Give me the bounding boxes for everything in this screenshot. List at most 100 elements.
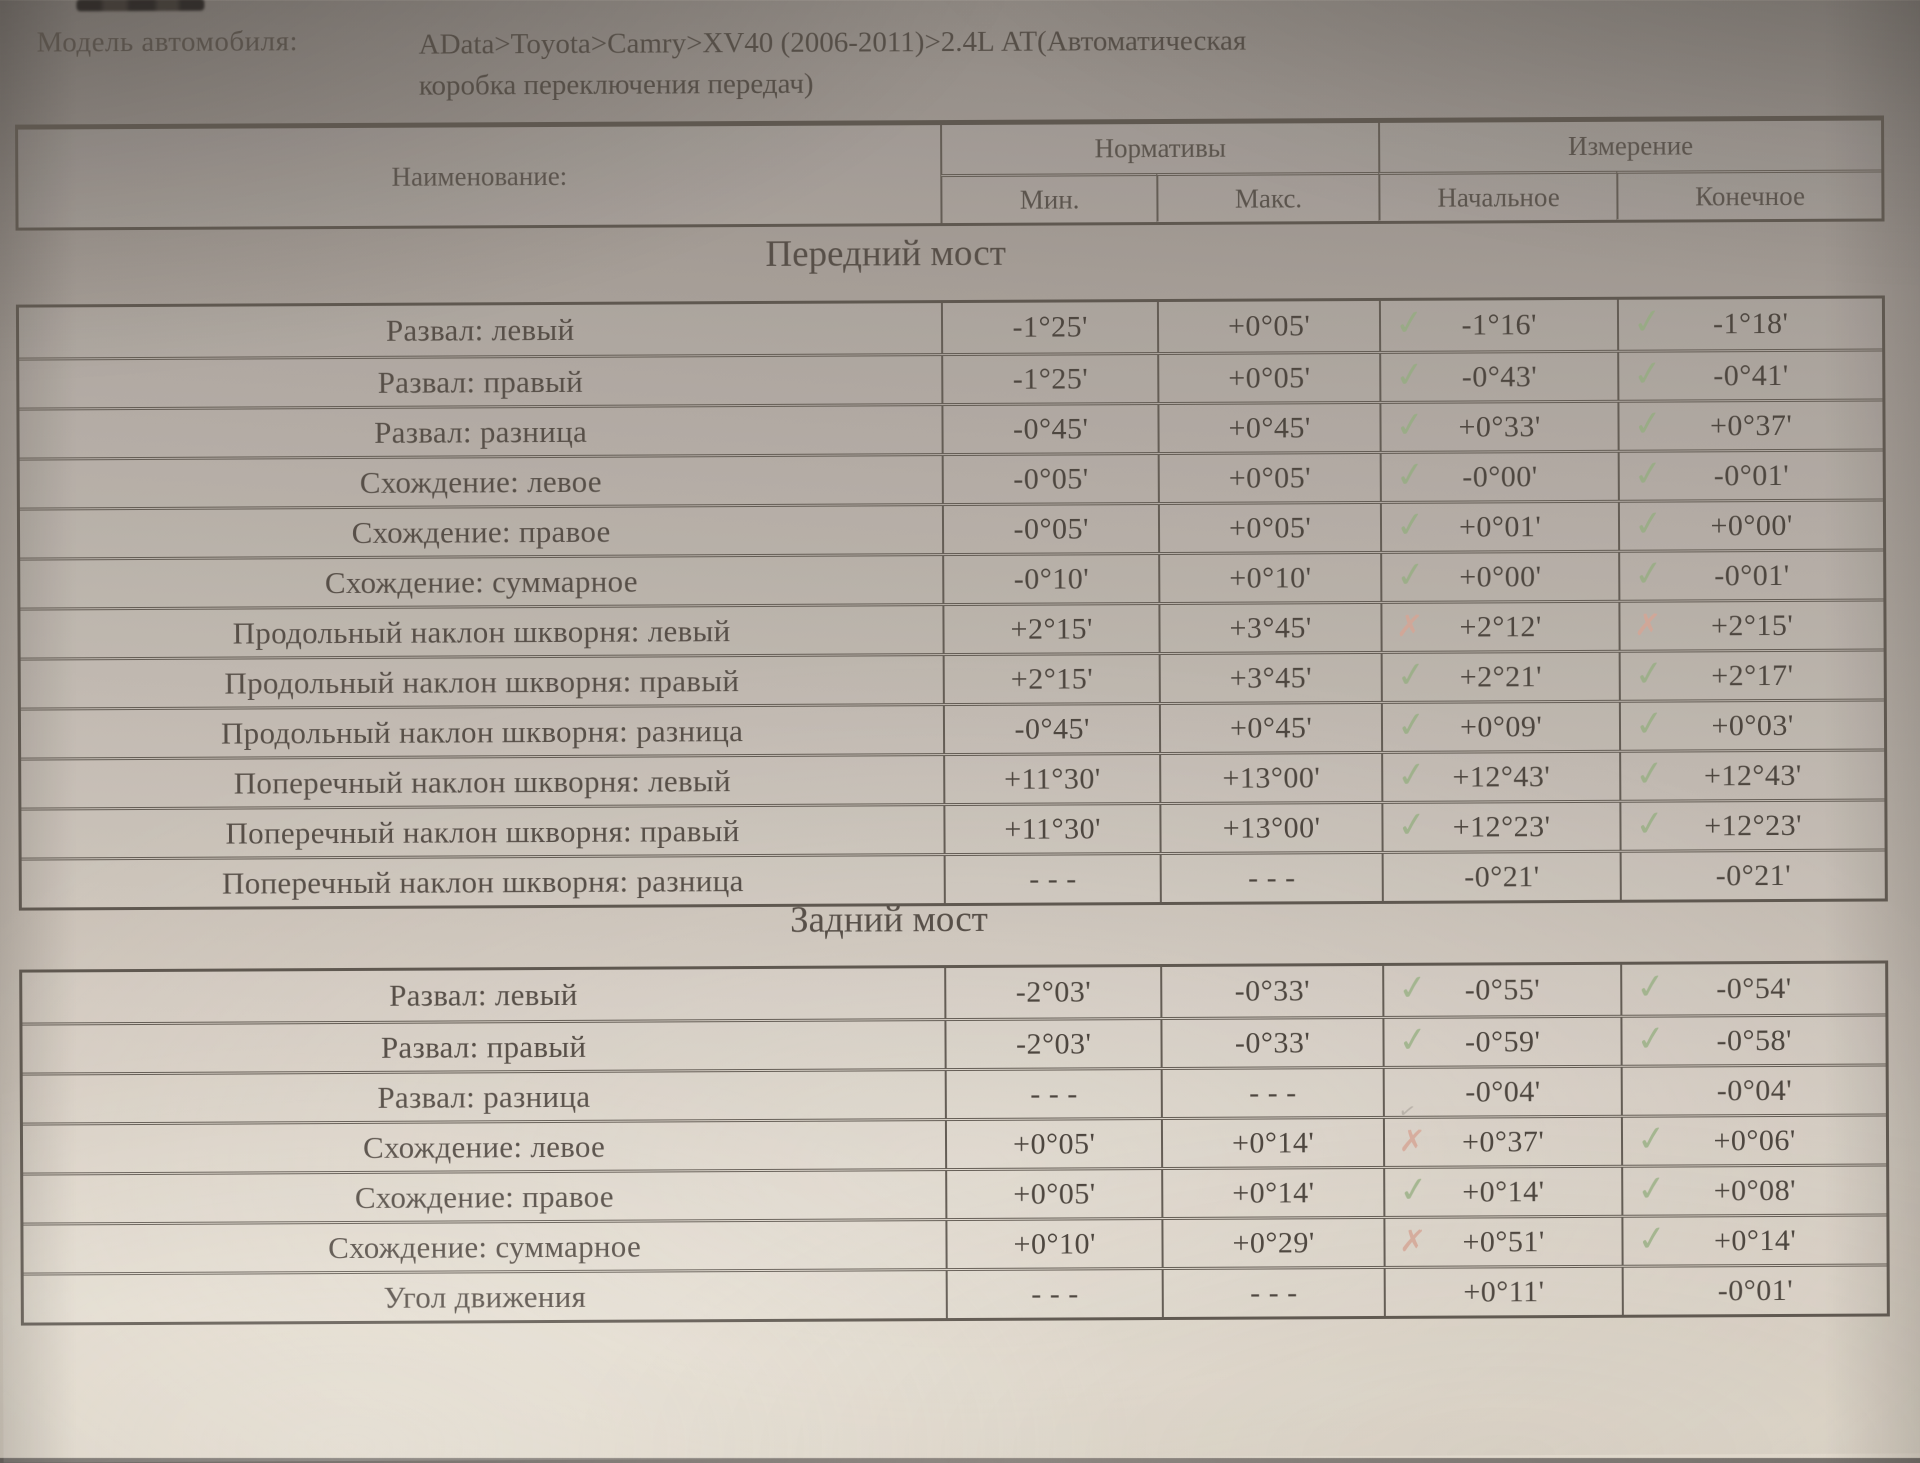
final-value: ✓ -0°01' xyxy=(1618,551,1884,600)
row-name-value: Схождение: правое xyxy=(354,1178,614,1215)
final-value-value: +2°15' xyxy=(1710,608,1794,642)
min-value-value: -0°45' xyxy=(1014,711,1091,746)
max-value-value: +0°14' xyxy=(1232,1175,1315,1210)
max-value-value: +3°45' xyxy=(1229,610,1312,645)
check-mark-icon: ✓ xyxy=(1635,1167,1670,1211)
model-value-line1: AData>Toyota>Camry>XV40 (2006-2011)>2.4L… xyxy=(418,24,1247,61)
row-name-value: Угол движения xyxy=(383,1278,587,1315)
check-mark-icon: ✓ xyxy=(1633,702,1668,746)
initial-value-value: +0°14' xyxy=(1462,1174,1545,1209)
min-value-value: - - - xyxy=(1029,861,1077,896)
table-row: Развал: разница -0°45' +0°45' ✓ +0°33' ✓ +0°37… xyxy=(19,398,1883,458)
min-value: +0°05' xyxy=(945,1120,1162,1169)
min-value: -0°45' xyxy=(941,405,1158,454)
row-name: Продольный наклон шкворня: правый xyxy=(21,656,943,708)
final-value-value: -0°58' xyxy=(1716,1023,1792,1057)
final-value-value: +2°17' xyxy=(1711,658,1794,692)
min-value: +0°10' xyxy=(945,1220,1162,1269)
max-value-value: - - - xyxy=(1250,1275,1298,1310)
check-mark-icon: ✓ xyxy=(1393,353,1428,397)
row-name: Продольный наклон шкворня: левый xyxy=(20,606,942,658)
row-name-value: Поперечный наклон шкворня: правый xyxy=(225,812,740,851)
final-value: ✓ -0°41' xyxy=(1617,351,1883,400)
row-name-value: Схождение: правое xyxy=(351,513,611,550)
initial-value: ✗ +0°51' xyxy=(1383,1217,1623,1266)
final-value: ✓ +0°00' xyxy=(1618,501,1884,550)
min-value-value: +0°10' xyxy=(1013,1226,1096,1261)
min-value: -0°05' xyxy=(941,455,1159,504)
check-mark-icon: ✓ xyxy=(1631,300,1666,344)
min-value-value: -0°10' xyxy=(1013,561,1090,596)
max-value-value: -0°33' xyxy=(1234,974,1311,1008)
front-axle-table: Развал: левый -1°25' +0°05' ✓ -1°16' ✓ -1°18' Р… xyxy=(15,295,1888,911)
min-value-value: -0°45' xyxy=(1012,411,1089,446)
initial-value: ✓ -0°04' xyxy=(1382,1067,1622,1124)
initial-value-value: -0°00' xyxy=(1462,459,1538,494)
final-value-value: +0°37' xyxy=(1709,408,1793,442)
min-value: - - - xyxy=(945,1270,1163,1319)
initial-value-value: -0°55' xyxy=(1464,973,1541,1007)
max-value-value: +3°45' xyxy=(1229,660,1313,695)
final-value: ✓ +0°03' xyxy=(1619,701,1885,750)
row-name: Развал: правый xyxy=(22,1021,944,1073)
initial-value-value: +0°37' xyxy=(1461,1124,1545,1159)
initial-value-value: +0°11' xyxy=(1463,1274,1545,1309)
max-value: -0°33' xyxy=(1160,965,1383,1018)
row-name: Продольный наклон шкворня: разница xyxy=(21,706,943,758)
min-value: -2°03' xyxy=(944,1020,1161,1069)
max-value: +13°00' xyxy=(1159,803,1382,853)
row-name-value: Продольный наклон шкворня: разница xyxy=(220,712,744,751)
min-value-value: +0°05' xyxy=(1013,1176,1096,1211)
final-value: ✓ +0°14' xyxy=(1621,1216,1887,1265)
min-value: -0°05' xyxy=(942,505,1159,554)
final-value: ✓ -1°18' xyxy=(1617,298,1883,350)
table-header: Наименование: Нормативы Измерение Мин. М… xyxy=(15,115,1885,231)
row-name: Развал: левый xyxy=(19,303,941,358)
check-mark-icon: ✓ xyxy=(1394,703,1429,747)
cross-mark-icon: ✗ xyxy=(1395,607,1425,646)
max-value: +3°45' xyxy=(1158,653,1381,703)
initial-value-value: -0°59' xyxy=(1464,1024,1541,1059)
row-name: Развал: правый xyxy=(19,356,941,408)
initial-value: ✓ +0°14' xyxy=(1383,1167,1622,1216)
final-value: -0°21' xyxy=(1620,851,1885,900)
row-name: Угол движения xyxy=(24,1271,946,1323)
final-value: ✓ +0°37' xyxy=(1617,401,1883,450)
table-row: Продольный наклон шкворня: правый +2°15' +… xyxy=(20,648,1884,708)
final-value: ✓ +12°23' xyxy=(1619,801,1885,850)
row-name: Развал: разница xyxy=(23,1071,945,1123)
row-name: Схождение: левое xyxy=(20,456,942,508)
model-line: Модель автомобиля: AData>Toyota>Camry>XV… xyxy=(37,21,1247,109)
initial-value-value: +0°01' xyxy=(1458,509,1542,544)
initial-value-value: +0°09' xyxy=(1459,709,1543,744)
initial-value-value: +2°21' xyxy=(1459,659,1543,694)
model-value-line2: коробка переключения передач) xyxy=(418,67,814,102)
row-name: Схождение: правое xyxy=(23,1171,945,1223)
initial-value: ✓ -0°55' xyxy=(1382,964,1621,1016)
check-mark-icon: ✓ xyxy=(1397,1168,1432,1212)
max-value: - - - xyxy=(1160,1068,1383,1118)
max-value-value: - - - xyxy=(1249,1075,1297,1110)
max-value: - - - xyxy=(1161,1268,1384,1318)
max-value-value: +0°45' xyxy=(1228,410,1311,445)
row-name: Поперечный наклон шкворня: правый xyxy=(21,806,943,858)
final-value: ✓ +0°06' xyxy=(1621,1116,1887,1165)
max-value: +0°05' xyxy=(1157,300,1380,353)
min-value: +2°15' xyxy=(942,655,1160,704)
check-mark-icon: ✓ xyxy=(1635,1217,1670,1261)
min-value-value: +0°05' xyxy=(1012,1126,1096,1161)
final-value-value: -0°04' xyxy=(1716,1073,1793,1107)
row-name: Схождение: правое xyxy=(20,506,942,558)
table-row: Развал: разница - - -- - - ✓ -0°04' -0°04' xyxy=(22,1063,1886,1124)
table-row: Продольный наклон шкворня: левый +2°15' +3… xyxy=(20,598,1884,658)
table-row: Схождение: левое -0°05' +0°05' ✓ -0°00' ✓ -0°0… xyxy=(19,448,1883,508)
initial-value-value: +0°51' xyxy=(1462,1224,1545,1259)
row-name-value: Поперечный наклон шкворня: разница xyxy=(221,862,744,901)
final-value-value: -0°21' xyxy=(1715,858,1792,892)
check-mark-icon: ✓ xyxy=(1634,1017,1669,1061)
max-value: +0°10' xyxy=(1158,553,1381,603)
row-name: Схождение: суммарное xyxy=(23,1221,945,1273)
table-row: Схождение: правое +0°05' +0°14' ✓ +0°14' ✓ +0°… xyxy=(23,1163,1887,1223)
final-value: ✗ +2°15' xyxy=(1618,601,1884,650)
